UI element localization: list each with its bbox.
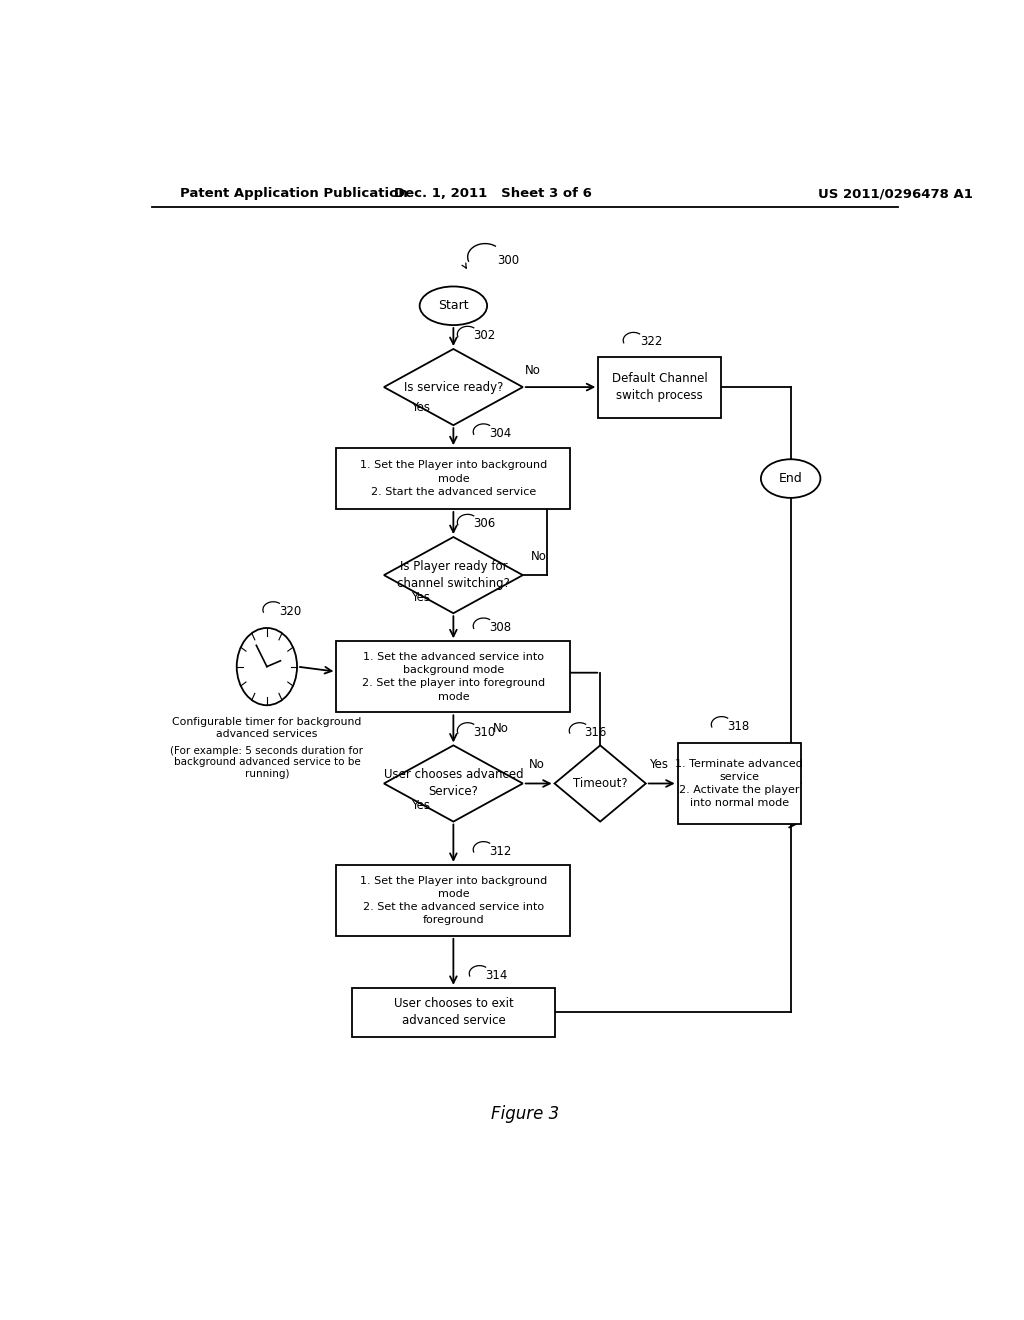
Text: User chooses to exit
advanced service: User chooses to exit advanced service [393,997,513,1027]
Text: 322: 322 [640,335,663,348]
Text: Yes: Yes [411,401,430,414]
FancyBboxPatch shape [336,447,570,510]
Text: US 2011/0296478 A1: US 2011/0296478 A1 [818,187,973,201]
FancyBboxPatch shape [336,865,570,936]
Text: No: No [528,758,545,771]
Text: 1. Set the advanced service into
background mode
2. Set the player into foregrou: 1. Set the advanced service into backgro… [361,652,545,701]
Polygon shape [384,348,523,425]
Text: 302: 302 [473,330,496,342]
FancyBboxPatch shape [336,642,570,713]
FancyBboxPatch shape [352,987,555,1036]
Text: No: No [493,722,509,735]
Text: (For example: 5 seconds duration for
background advanced service to be
running): (For example: 5 seconds duration for bac… [170,746,364,779]
Text: 306: 306 [473,517,496,531]
Text: 300: 300 [497,255,519,267]
Text: Is service ready?: Is service ready? [403,380,503,393]
Text: 304: 304 [489,426,511,440]
Text: Patent Application Publication: Patent Application Publication [179,187,408,201]
Text: No: No [530,550,547,562]
Ellipse shape [761,459,820,498]
Text: End: End [779,473,803,484]
Text: 1. Set the Player into background
mode
2. Set the advanced service into
foregrou: 1. Set the Player into background mode 2… [359,875,547,925]
Text: 310: 310 [473,726,496,739]
Text: User chooses advanced
Service?: User chooses advanced Service? [384,768,523,799]
FancyBboxPatch shape [598,356,721,417]
Text: 1. Set the Player into background
mode
2. Start the advanced service: 1. Set the Player into background mode 2… [359,461,547,496]
Text: 312: 312 [489,845,511,858]
Circle shape [237,628,297,705]
Text: No: No [524,364,541,378]
Polygon shape [555,746,646,821]
Text: 308: 308 [489,622,511,634]
Text: 320: 320 [279,605,301,618]
Text: Default Channel
switch process: Default Channel switch process [611,372,708,403]
Text: 1. Terminate advanced
service
2. Activate the player
into normal mode: 1. Terminate advanced service 2. Activat… [675,759,803,808]
Ellipse shape [420,286,487,325]
Polygon shape [384,537,523,614]
Polygon shape [384,746,523,821]
Text: Timeout?: Timeout? [572,777,628,789]
Text: Dec. 1, 2011   Sheet 3 of 6: Dec. 1, 2011 Sheet 3 of 6 [394,187,592,201]
Text: Start: Start [438,300,469,313]
Text: Yes: Yes [411,591,430,605]
Text: Yes: Yes [411,800,430,812]
Text: Configurable timer for background
advanced services: Configurable timer for background advanc… [172,718,361,739]
Text: 316: 316 [585,726,606,739]
Text: Yes: Yes [648,758,668,771]
FancyBboxPatch shape [678,743,801,824]
Text: Figure 3: Figure 3 [490,1105,559,1123]
Text: 314: 314 [485,969,508,982]
Text: Is Player ready for
channel switching?: Is Player ready for channel switching? [397,560,510,590]
Text: 318: 318 [727,719,750,733]
